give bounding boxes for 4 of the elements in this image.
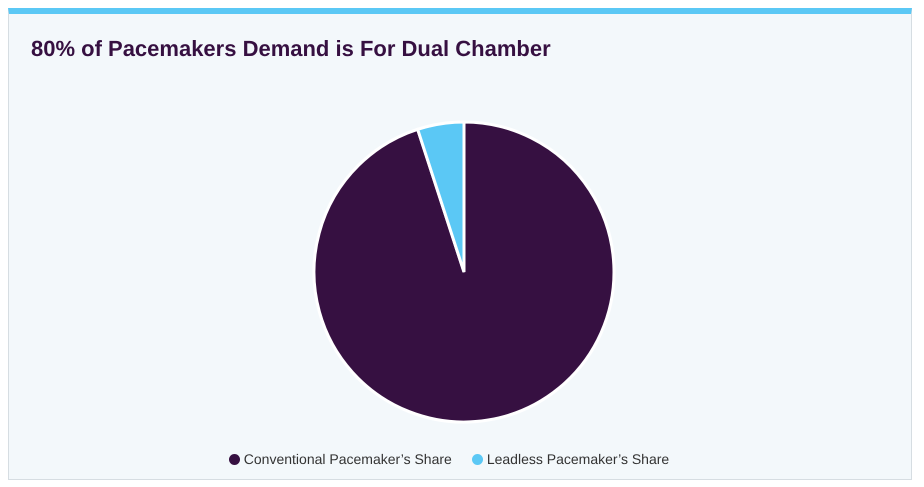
chart-title: 80% of Pacemakers Demand is For Dual Chamber (31, 36, 551, 62)
pie-slice (312, 120, 616, 424)
legend-label: Leadless Pacemaker’s Share (486, 451, 670, 467)
legend-label: Conventional Pacemaker’s Share (244, 451, 452, 467)
